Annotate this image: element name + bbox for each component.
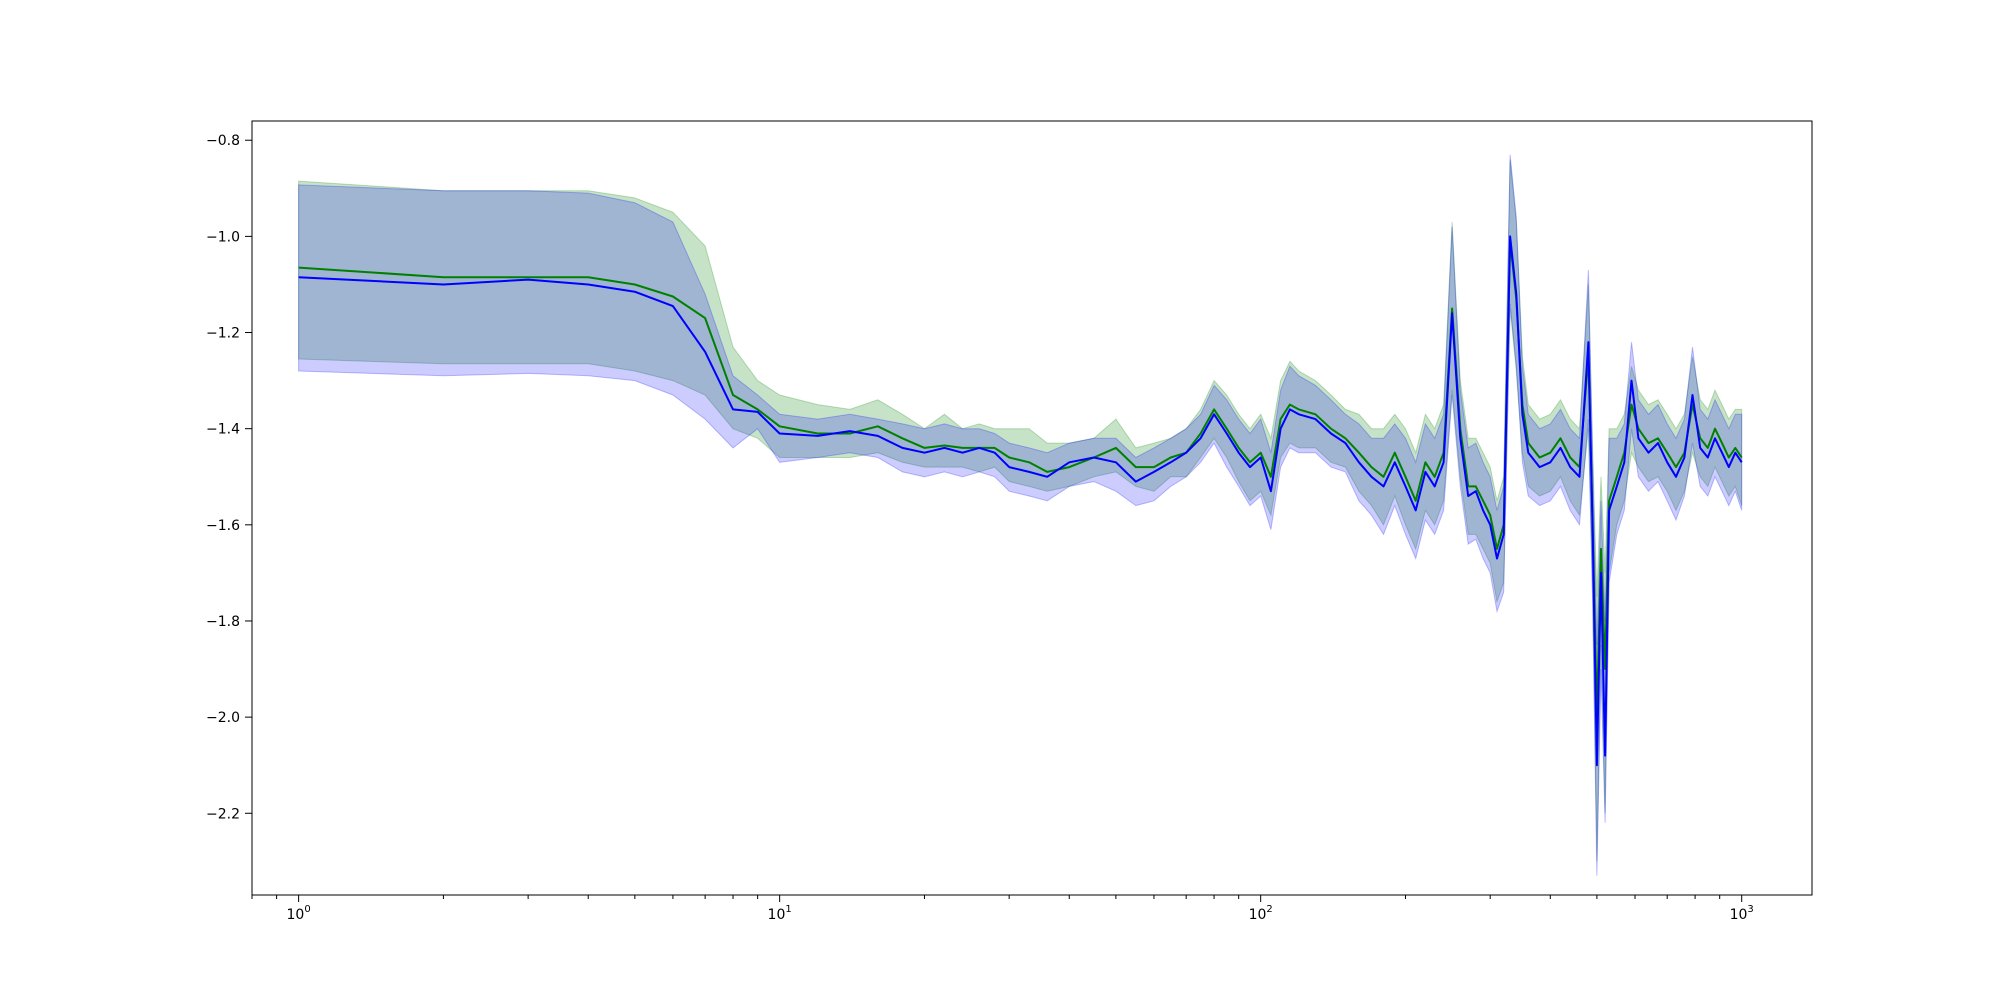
plot-area-frame [251,120,1813,896]
y-tick-label: −2.0 [206,710,240,726]
x-tick-label: 100 [287,904,311,923]
x-axis: 100 101 102 103 [251,895,1754,923]
x-tick-label: 103 [1730,904,1754,923]
confidence-bands [298,154,1743,876]
y-tick-label: −1.4 [206,422,240,438]
series-1-band [298,159,1743,862]
x-tick-label: 101 [768,904,792,923]
y-tick-label: −1.6 [206,518,240,534]
y-tick-label: −2.2 [206,806,240,822]
y-tick-label: −1.8 [206,614,240,630]
y-tick-label: −1.0 [206,229,240,245]
y-tick-label: −0.8 [206,133,240,149]
series-lines [298,235,1743,767]
series-2-band [298,154,1743,876]
y-axis: −0.8 −1.0 −1.2 −1.4 −1.6 −1.8 −2.0 −2.2 [206,133,252,822]
x-tick-label: 102 [1249,904,1273,923]
series-2-line [298,235,1743,767]
y-tick-label: −1.2 [206,326,240,342]
